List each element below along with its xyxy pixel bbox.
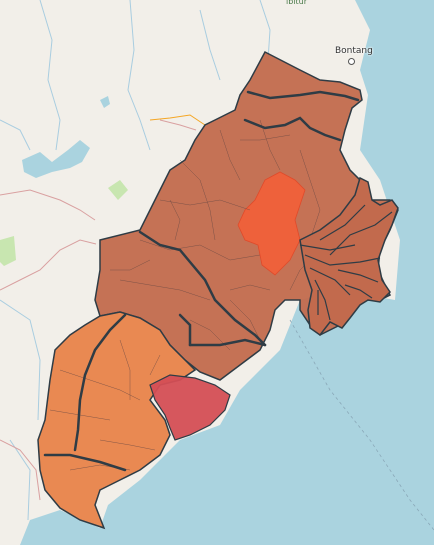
city-marker[interactable] xyxy=(348,58,355,65)
lake xyxy=(22,140,90,178)
park xyxy=(108,180,128,200)
shipping-lane xyxy=(289,319,434,531)
background-rivers xyxy=(0,0,271,521)
sea xyxy=(20,0,434,545)
major-rivers xyxy=(43,90,360,472)
lake-small xyxy=(100,96,110,108)
delta-channels xyxy=(299,204,393,321)
park xyxy=(0,236,16,266)
region-central[interactable] xyxy=(237,171,306,276)
place-label-bontang: Bontang xyxy=(335,46,373,56)
road xyxy=(149,114,206,126)
place-label-top: ibitur xyxy=(286,0,308,6)
admin-boundaries xyxy=(0,119,197,501)
delta[interactable] xyxy=(299,176,399,337)
sub-district-boundaries xyxy=(49,119,321,471)
region-southwest[interactable] xyxy=(37,311,197,530)
region-south[interactable] xyxy=(149,374,231,441)
